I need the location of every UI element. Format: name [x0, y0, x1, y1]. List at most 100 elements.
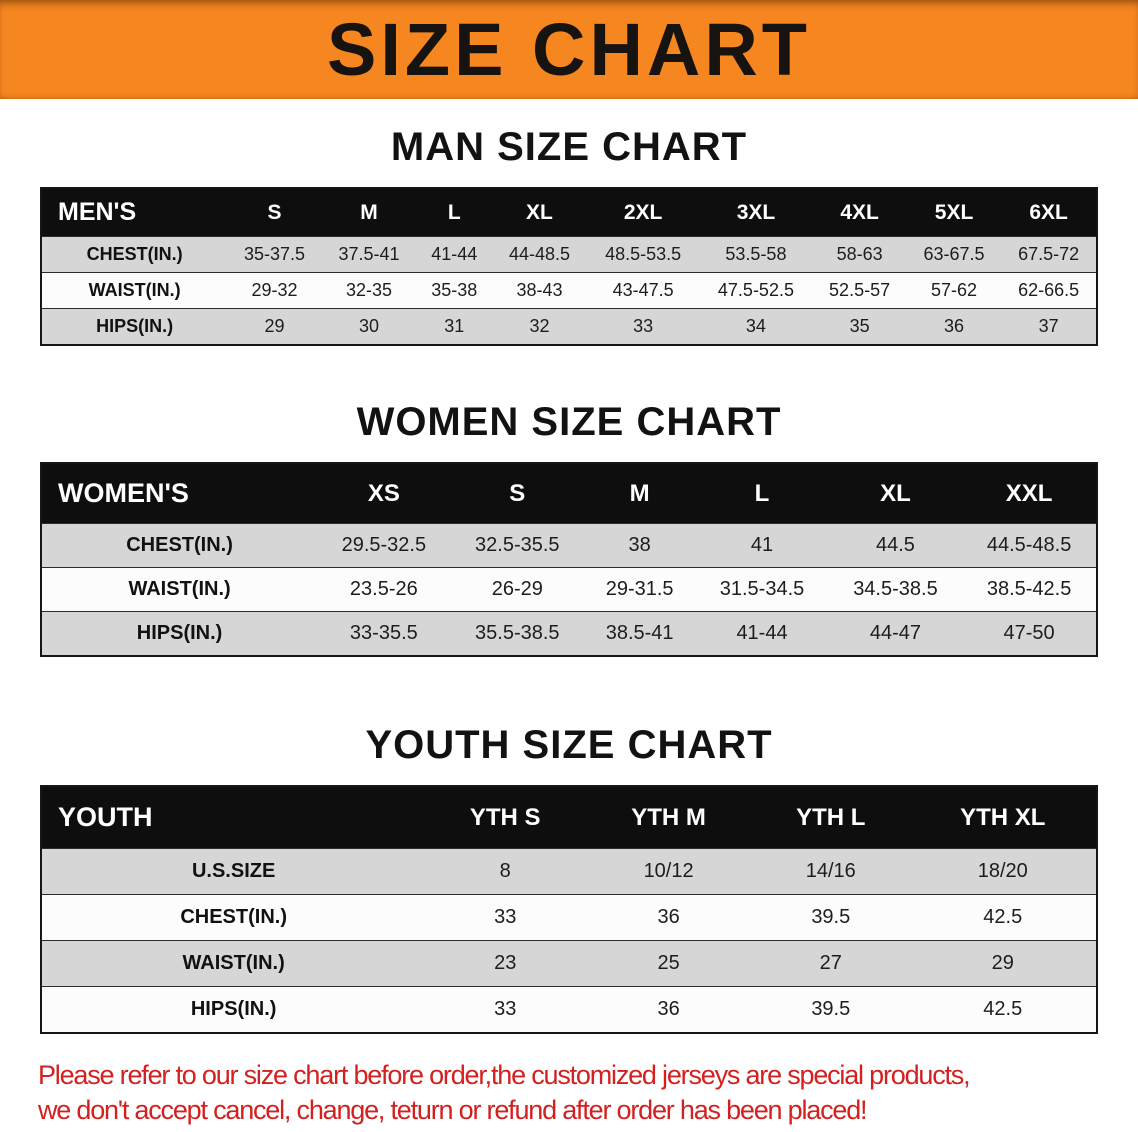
men-value-cell: 32	[492, 308, 587, 346]
men-value-cell: 29-32	[227, 272, 322, 309]
women-value-cell: 38.5-41	[584, 611, 696, 657]
men-value-cell: 58-63	[812, 236, 907, 273]
youth-value-cell: 14/16	[752, 848, 910, 895]
youth-value-cell: 33	[425, 986, 586, 1034]
youth-value-cell: 25	[585, 940, 753, 987]
youth-value-cell: 29	[909, 940, 1097, 987]
youth-size-section: YOUTH SIZE CHART YOUTH YTH S YTH M YTH L YTH …	[0, 723, 1138, 1034]
men-value-cell: 30	[321, 308, 417, 346]
men-size-header-cell: M	[321, 187, 417, 237]
women-value-cell: 32.5-35.5	[450, 523, 584, 568]
youth-size-header-cell: YTH L	[752, 785, 910, 849]
men-size-header-cell: L	[416, 187, 493, 237]
women-value-cell: 44-47	[828, 611, 963, 657]
men-size-header-cell: 6XL	[1001, 187, 1097, 237]
men-value-cell: 35-37.5	[227, 236, 322, 273]
youth-row-label: U.S.SIZE	[41, 848, 426, 895]
women-size-section: WOMEN SIZE CHART WOMEN'S XS S M L XL XXL CHEST(I…	[0, 400, 1138, 657]
youth-size-table: YOUTH YTH S YTH M YTH L YTH XL U.S.SIZE 8 10/12…	[40, 785, 1098, 1034]
women-value-cell: 26-29	[450, 567, 584, 612]
youth-value-cell: 36	[585, 986, 753, 1034]
men-value-cell: 37.5-41	[321, 236, 417, 273]
youth-row-label: WAIST(IN.)	[41, 940, 426, 987]
men-size-header-cell: 3XL	[699, 187, 813, 237]
women-value-cell: 33-35.5	[317, 611, 451, 657]
women-value-cell: 34.5-38.5	[828, 567, 963, 612]
women-size-header-cell: XS	[317, 462, 451, 524]
women-size-header-cell: XL	[828, 462, 963, 524]
youth-value-cell: 39.5	[752, 894, 910, 941]
youth-value-cell: 23	[425, 940, 586, 987]
women-value-cell: 31.5-34.5	[695, 567, 829, 612]
men-size-header-cell: 5XL	[906, 187, 1002, 237]
men-table-row: HIPS(IN.) 29 30 31 32 33 34 35 36 37	[41, 308, 1097, 346]
women-table-title-cell: WOMEN'S	[41, 462, 318, 524]
men-value-cell: 47.5-52.5	[699, 272, 813, 309]
disclaimer-line-1: Please refer to our size chart before or…	[38, 1060, 971, 1090]
men-value-cell: 43-47.5	[586, 272, 700, 309]
men-row-label: HIPS(IN.)	[41, 308, 228, 346]
women-value-cell: 44.5	[828, 523, 963, 568]
men-value-cell: 48.5-53.5	[586, 236, 700, 273]
women-table-row: HIPS(IN.) 33-35.5 35.5-38.5 38.5-41 41-44 44-…	[41, 611, 1097, 657]
disclaimer-line-2: we don't accept cancel, change, teturn o…	[38, 1095, 868, 1126]
women-value-cell: 29-31.5	[584, 567, 696, 612]
women-value-cell: 35.5-38.5	[450, 611, 584, 657]
men-value-cell: 29	[227, 308, 322, 346]
women-size-header-cell: XXL	[962, 462, 1097, 524]
men-value-cell: 67.5-72	[1001, 236, 1097, 273]
men-value-cell: 34	[699, 308, 813, 346]
men-value-cell: 33	[586, 308, 700, 346]
women-value-cell: 41	[695, 523, 829, 568]
youth-value-cell: 36	[585, 894, 753, 941]
women-section-heading: WOMEN SIZE CHART	[356, 400, 782, 444]
men-size-header-cell: S	[227, 187, 322, 237]
men-value-cell: 36	[906, 308, 1002, 346]
women-value-cell: 41-44	[695, 611, 829, 657]
men-row-label: CHEST(IN.)	[41, 236, 228, 273]
women-row-label: HIPS(IN.)	[41, 611, 318, 657]
women-row-label: CHEST(IN.)	[41, 523, 318, 568]
women-size-table: WOMEN'S XS S M L XL XXL CHEST(IN.) 29.5-32.5 32.5…	[40, 462, 1098, 657]
men-value-cell: 63-67.5	[906, 236, 1002, 273]
women-value-cell: 38.5-42.5	[962, 567, 1097, 612]
youth-value-cell: 33	[425, 894, 586, 941]
men-table-row: CHEST(IN.) 35-37.5 37.5-41 41-44 44-48.5 48.5…	[41, 236, 1097, 273]
men-value-cell: 35-38	[416, 272, 493, 309]
men-size-header-cell: 2XL	[586, 187, 700, 237]
women-value-cell: 47-50	[962, 611, 1097, 657]
men-row-label: WAIST(IN.)	[41, 272, 228, 309]
youth-size-header-cell: YTH XL	[909, 785, 1097, 849]
women-size-header-cell: L	[695, 462, 829, 524]
youth-value-cell: 39.5	[752, 986, 910, 1034]
men-size-header-cell: 4XL	[812, 187, 907, 237]
size-chart-sections: MAN SIZE CHART MEN'S S M L XL 2XL 3XL 4XL 5XL 6XL C…	[0, 125, 1138, 1034]
women-row-label: WAIST(IN.)	[41, 567, 318, 612]
men-value-cell: 32-35	[321, 272, 417, 309]
men-value-cell: 38-43	[492, 272, 587, 309]
women-size-header-cell: S	[450, 462, 584, 524]
men-size-section: MAN SIZE CHART MEN'S S M L XL 2XL 3XL 4XL 5XL 6XL C…	[0, 125, 1138, 346]
youth-value-cell: 8	[425, 848, 586, 895]
men-size-table: MEN'S S M L XL 2XL 3XL 4XL 5XL 6XL CHEST(IN.) 35-37…	[40, 187, 1098, 346]
youth-table-title-cell: YOUTH	[41, 785, 426, 849]
youth-section-heading: YOUTH SIZE CHART	[365, 723, 773, 767]
women-value-cell: 38	[584, 523, 696, 568]
youth-value-cell: 42.5	[909, 894, 1097, 941]
women-header-row: WOMEN'S XS S M L XL XXL	[41, 462, 1097, 524]
youth-size-header-cell: YTH S	[425, 785, 586, 849]
men-table-title-cell: MEN'S	[41, 187, 228, 237]
men-size-header-cell: XL	[492, 187, 587, 237]
men-value-cell: 44-48.5	[492, 236, 587, 273]
youth-table-row: U.S.SIZE 8 10/12 14/16 18/20	[41, 848, 1097, 895]
youth-value-cell: 18/20	[909, 848, 1097, 895]
youth-size-header-cell: YTH M	[585, 785, 753, 849]
women-table-row: WAIST(IN.) 23.5-26 26-29 29-31.5 31.5-34.5 34…	[41, 567, 1097, 612]
men-value-cell: 62-66.5	[1001, 272, 1097, 309]
youth-table-row: CHEST(IN.) 33 36 39.5 42.5	[41, 894, 1097, 941]
men-value-cell: 57-62	[906, 272, 1002, 309]
youth-value-cell: 27	[752, 940, 910, 987]
men-value-cell: 41-44	[416, 236, 493, 273]
women-value-cell: 23.5-26	[317, 567, 451, 612]
